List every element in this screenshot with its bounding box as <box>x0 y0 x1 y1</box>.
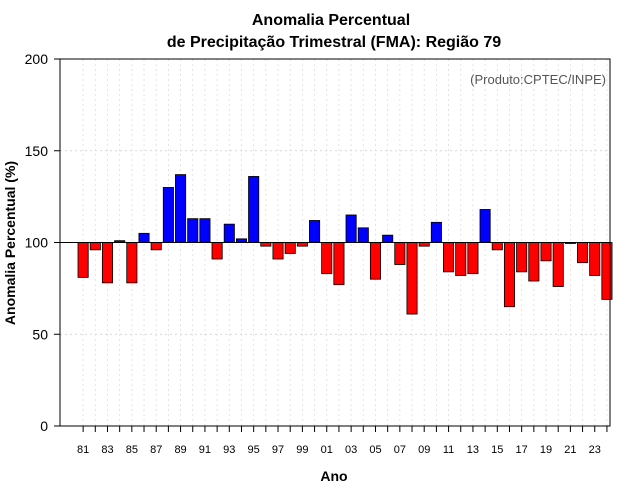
x-tick-label: 21 <box>564 444 576 456</box>
bar-2022 <box>577 242 589 264</box>
y-axis: 0 50 100 150 200 <box>25 51 60 434</box>
x-tick-label: 01 <box>321 444 333 456</box>
bar-2000 <box>309 220 321 243</box>
x-tick-label: 97 <box>272 444 284 456</box>
x-tick-label: 15 <box>491 444 503 456</box>
bar-1997 <box>272 242 284 260</box>
bar-1989 <box>175 174 187 243</box>
x-tick-label: 13 <box>467 444 479 456</box>
x-tick-label: 83 <box>101 444 113 456</box>
bar-2013 <box>467 242 479 275</box>
x-tick-label: 87 <box>150 444 162 456</box>
bar-1991 <box>199 218 211 243</box>
x-tick-label: 17 <box>516 444 528 456</box>
bar-2011 <box>443 242 455 273</box>
grid-lines <box>60 58 610 427</box>
bar-2004 <box>357 227 369 243</box>
bar-1992 <box>211 242 223 260</box>
bar-1987 <box>150 242 162 251</box>
x-tick-label: 89 <box>174 444 186 456</box>
y-tick-label: 0 <box>40 418 48 434</box>
bar-2002 <box>333 242 345 286</box>
x-tick-label: 09 <box>418 444 430 456</box>
bar-2018 <box>528 242 540 282</box>
x-tick-label: 03 <box>345 444 357 456</box>
x-tick-label: 05 <box>369 444 381 456</box>
x-tick-label: 99 <box>296 444 308 456</box>
bar-1988 <box>162 187 174 243</box>
bar-2006 <box>382 234 394 243</box>
bar-2024 <box>601 242 613 300</box>
bar-1994 <box>235 238 247 243</box>
bar-2019 <box>540 242 552 262</box>
bar-2003 <box>345 214 357 243</box>
bar-1999 <box>296 242 308 247</box>
bar-1981 <box>77 242 89 278</box>
bar-2014 <box>479 209 491 243</box>
bar-1983 <box>101 242 113 284</box>
bar-2005 <box>369 242 381 280</box>
bar-1996 <box>260 242 272 247</box>
x-tick-label: 85 <box>126 444 138 456</box>
bar-2015 <box>491 242 503 251</box>
x-axis: 81 83 85 87 89 91 93 95 97 99 01 03 05 07 09 11 13 15 17 19… <box>77 426 608 456</box>
x-tick-label: 19 <box>540 444 552 456</box>
bar-2023 <box>589 242 601 276</box>
x-tick-label: 81 <box>77 444 89 456</box>
bar-1990 <box>187 218 199 243</box>
bar-2010 <box>430 221 442 243</box>
x-tick-label: 23 <box>589 444 601 456</box>
y-tick-label: 50 <box>32 326 48 342</box>
bar-2020 <box>552 242 564 287</box>
bar-1998 <box>284 242 296 254</box>
x-tick-label: 11 <box>443 444 454 456</box>
bar-1982 <box>89 242 101 251</box>
bar-2009 <box>418 242 430 247</box>
x-tick-label: 91 <box>199 444 211 456</box>
x-axis-label: Ano <box>320 468 347 484</box>
x-tick-label: 95 <box>248 444 260 456</box>
bar-2017 <box>516 242 528 273</box>
bar-1986 <box>138 232 150 243</box>
bar-2008 <box>406 242 418 315</box>
credit-text: (Produto:CPTEC/INPE) <box>470 72 606 87</box>
bar-2012 <box>455 242 467 276</box>
bar-1995 <box>248 176 260 243</box>
chart-title-line1: Anomalia Percentual <box>252 12 410 29</box>
bar-1993 <box>223 223 235 243</box>
bar-2001 <box>321 242 333 275</box>
chart-title-line2: de Precipitação Trimestral (FMA): Região… <box>167 34 501 51</box>
bars <box>77 174 613 315</box>
bar-2016 <box>503 242 515 308</box>
y-tick-label: 200 <box>25 51 49 67</box>
bar-1985 <box>126 242 138 284</box>
x-tick-label: 93 <box>223 444 235 456</box>
bar-2007 <box>394 242 406 265</box>
y-tick-label: 100 <box>25 235 49 251</box>
x-tick-label: 07 <box>394 444 406 456</box>
y-tick-label: 150 <box>25 143 49 159</box>
y-axis-label: Anomalia Percentual (%) <box>2 161 18 325</box>
